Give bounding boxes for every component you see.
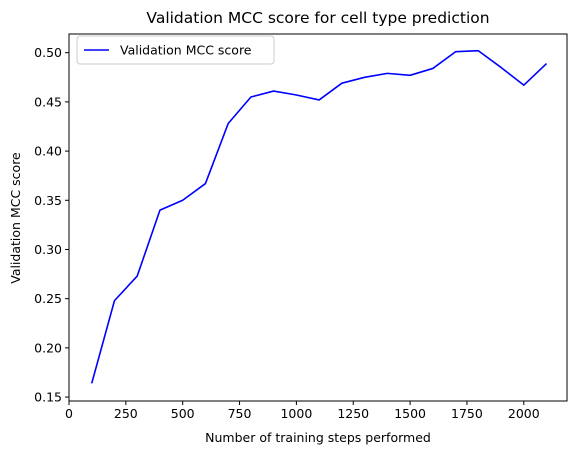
y-axis-label: Validation MCC score [8, 152, 23, 284]
plot-area [68, 33, 568, 402]
plot-frame [68, 33, 568, 402]
x-tick-label: 750 [228, 406, 252, 421]
x-tick-label: 0 [65, 406, 73, 421]
y-tick-label: 0.25 [34, 291, 62, 306]
x-tick-label: 500 [171, 406, 195, 421]
y-tick-label: 0.30 [34, 242, 62, 257]
x-tick-label: 1250 [337, 406, 369, 421]
x-tick-label: 250 [114, 406, 138, 421]
y-tick-label: 0.50 [34, 45, 62, 60]
legend: Validation MCC score [76, 35, 275, 65]
legend-box [76, 35, 275, 65]
x-axis: 0 250 500 750 1000 1250 1500 1750 2000 [65, 401, 540, 421]
x-tick-label: 1500 [394, 406, 426, 421]
y-tick-label: 0.35 [34, 193, 62, 208]
series-layer [90, 49, 548, 384]
y-tick-label: 0.20 [34, 340, 62, 355]
x-tick-label: 1750 [451, 406, 483, 421]
chart-title: Validation MCC score for cell type predi… [146, 9, 489, 27]
y-tick-label: 0.40 [34, 144, 62, 159]
x-axis-label: Number of training steps performed [205, 430, 431, 445]
legend-label: Validation MCC score [120, 43, 252, 58]
x-tick-label: 1000 [280, 406, 312, 421]
y-tick-label: 0.45 [34, 94, 62, 109]
x-tick-label: 2000 [508, 406, 540, 421]
y-axis: 0.15 0.20 0.25 0.30 0.35 0.40 0.45 0.50 [34, 45, 69, 405]
y-tick-label: 0.15 [34, 390, 62, 405]
